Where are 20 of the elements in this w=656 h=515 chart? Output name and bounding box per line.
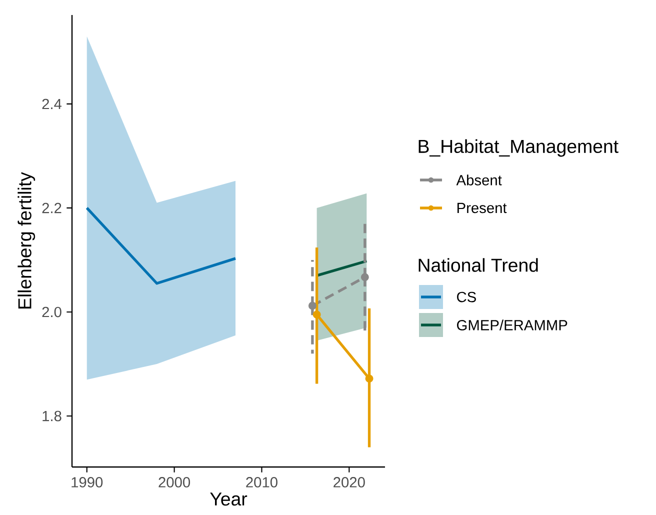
y-tick-label: 2.2	[42, 202, 62, 214]
legend-title: B_Habitat_Management	[418, 139, 618, 157]
x-tick-label: 2020	[334, 477, 365, 488]
point	[312, 310, 321, 319]
legend-label: GMEP/ERAMMP	[457, 320, 568, 330]
text: National Trend	[418, 258, 538, 272]
x-tick-label: 1990	[72, 477, 103, 488]
point	[365, 374, 374, 383]
y-tick-label: 1.8	[42, 410, 62, 422]
point	[308, 302, 316, 310]
x-tick-label: 2000	[158, 477, 190, 488]
legend-label: Present	[457, 202, 507, 214]
legend-label: Absent	[456, 174, 502, 186]
point	[360, 273, 369, 282]
x-tick-label: 2010	[246, 477, 278, 488]
legend-label: CS	[457, 292, 476, 302]
y-tick-label: 2.4	[42, 98, 62, 110]
y-axis-title: Ellenberg fertility	[18, 172, 36, 308]
x-axis-title: Year	[210, 492, 248, 506]
y-tick-label: 2.0	[42, 306, 62, 318]
